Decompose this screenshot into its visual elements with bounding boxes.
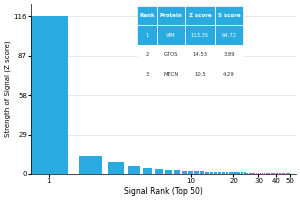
Bar	[251, 173, 253, 174]
Y-axis label: Strength of Signal (Z score): Strength of Signal (Z score)	[4, 41, 11, 137]
Bar	[267, 173, 268, 174]
Bar	[155, 169, 163, 174]
Bar	[165, 170, 172, 174]
Bar	[238, 172, 240, 174]
Bar	[226, 172, 228, 174]
Bar	[244, 172, 246, 174]
Bar	[287, 173, 288, 174]
Bar	[229, 172, 232, 174]
Bar	[214, 172, 217, 174]
Bar	[277, 173, 278, 174]
Bar	[258, 173, 259, 174]
Bar	[280, 173, 281, 174]
Bar	[276, 173, 277, 174]
Bar	[236, 172, 238, 174]
Bar	[269, 173, 270, 174]
Bar	[271, 173, 272, 174]
Bar	[249, 173, 250, 174]
Bar	[218, 172, 221, 174]
Bar	[262, 173, 263, 174]
Bar	[264, 173, 265, 174]
Bar	[108, 162, 124, 174]
Bar	[232, 172, 235, 174]
Bar	[283, 173, 284, 174]
Bar	[182, 171, 187, 174]
Bar	[246, 173, 248, 174]
Bar	[222, 172, 225, 174]
Bar	[79, 156, 102, 174]
Bar	[256, 173, 257, 174]
Bar	[288, 173, 289, 174]
Bar	[274, 173, 275, 174]
Bar	[241, 172, 243, 174]
Bar	[194, 171, 199, 174]
Bar	[272, 173, 274, 174]
Bar	[279, 173, 280, 174]
Bar	[282, 173, 283, 174]
Bar	[188, 171, 193, 174]
Bar	[260, 173, 261, 174]
Bar	[143, 168, 152, 174]
Bar	[284, 173, 285, 174]
X-axis label: Signal Rank (Top 50): Signal Rank (Top 50)	[124, 187, 203, 196]
Bar	[174, 170, 180, 174]
Bar	[210, 172, 213, 174]
Bar	[200, 171, 204, 174]
Bar	[128, 166, 140, 174]
Bar	[254, 173, 255, 174]
Bar	[20, 16, 68, 174]
Bar	[266, 173, 267, 174]
Bar	[205, 172, 209, 174]
